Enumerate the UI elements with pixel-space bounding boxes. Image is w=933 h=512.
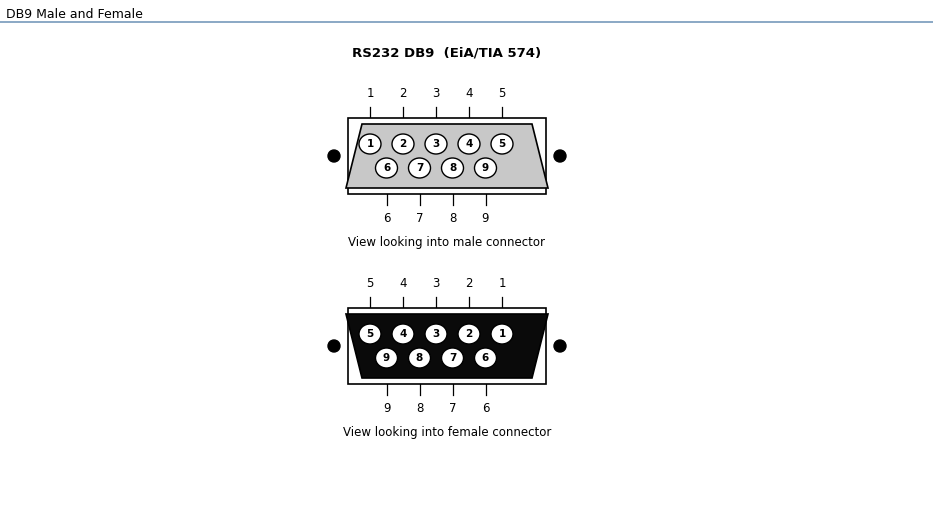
Ellipse shape — [409, 348, 430, 368]
Text: 8: 8 — [416, 353, 424, 363]
Text: 2: 2 — [466, 277, 473, 290]
Text: 5: 5 — [367, 329, 373, 339]
Text: 9: 9 — [383, 402, 390, 415]
Polygon shape — [346, 314, 548, 378]
Ellipse shape — [441, 158, 464, 178]
Text: 3: 3 — [432, 87, 439, 100]
Text: 2: 2 — [399, 87, 407, 100]
Text: 7: 7 — [416, 212, 424, 225]
Ellipse shape — [375, 158, 397, 178]
Text: 4: 4 — [399, 277, 407, 290]
Text: 1: 1 — [367, 87, 374, 100]
Circle shape — [328, 150, 340, 162]
Ellipse shape — [458, 134, 480, 154]
Text: 4: 4 — [466, 87, 473, 100]
Text: 6: 6 — [383, 163, 390, 173]
Text: View looking into female connector: View looking into female connector — [342, 426, 551, 439]
Text: 5: 5 — [498, 87, 506, 100]
Ellipse shape — [425, 324, 447, 344]
Circle shape — [554, 150, 566, 162]
Circle shape — [554, 340, 566, 352]
Text: 1: 1 — [498, 277, 506, 290]
Ellipse shape — [491, 134, 513, 154]
Ellipse shape — [392, 324, 414, 344]
Ellipse shape — [375, 348, 397, 368]
Text: View looking into male connector: View looking into male connector — [349, 236, 546, 249]
Text: 8: 8 — [416, 402, 424, 415]
Polygon shape — [346, 124, 548, 188]
Text: 4: 4 — [399, 329, 407, 339]
Text: 8: 8 — [449, 163, 456, 173]
Ellipse shape — [491, 324, 513, 344]
Text: 6: 6 — [481, 402, 489, 415]
Text: 1: 1 — [498, 329, 506, 339]
Text: 9: 9 — [482, 163, 489, 173]
Text: 3: 3 — [432, 329, 439, 339]
Text: 2: 2 — [466, 329, 473, 339]
Ellipse shape — [425, 134, 447, 154]
Ellipse shape — [475, 158, 496, 178]
Ellipse shape — [359, 324, 381, 344]
Text: 9: 9 — [481, 212, 489, 225]
Text: 7: 7 — [449, 402, 456, 415]
Text: 6: 6 — [481, 353, 489, 363]
Text: 4: 4 — [466, 139, 473, 149]
Text: 1: 1 — [367, 139, 373, 149]
Text: 7: 7 — [449, 353, 456, 363]
Text: 8: 8 — [449, 212, 456, 225]
Bar — [348, 118, 546, 194]
Bar — [348, 308, 546, 384]
Text: RS232 DB9  (EiA/TIA 574): RS232 DB9 (EiA/TIA 574) — [353, 46, 541, 59]
Ellipse shape — [409, 158, 430, 178]
Circle shape — [328, 340, 340, 352]
Text: 3: 3 — [432, 277, 439, 290]
Ellipse shape — [475, 348, 496, 368]
Ellipse shape — [441, 348, 464, 368]
Ellipse shape — [392, 134, 414, 154]
Text: 9: 9 — [383, 353, 390, 363]
Text: DB9 Male and Female: DB9 Male and Female — [6, 8, 143, 21]
Text: 3: 3 — [432, 139, 439, 149]
Text: 5: 5 — [498, 139, 506, 149]
Ellipse shape — [359, 134, 381, 154]
Text: 7: 7 — [416, 163, 424, 173]
Text: 2: 2 — [399, 139, 407, 149]
Text: 6: 6 — [383, 212, 390, 225]
Text: 5: 5 — [367, 277, 374, 290]
Ellipse shape — [458, 324, 480, 344]
